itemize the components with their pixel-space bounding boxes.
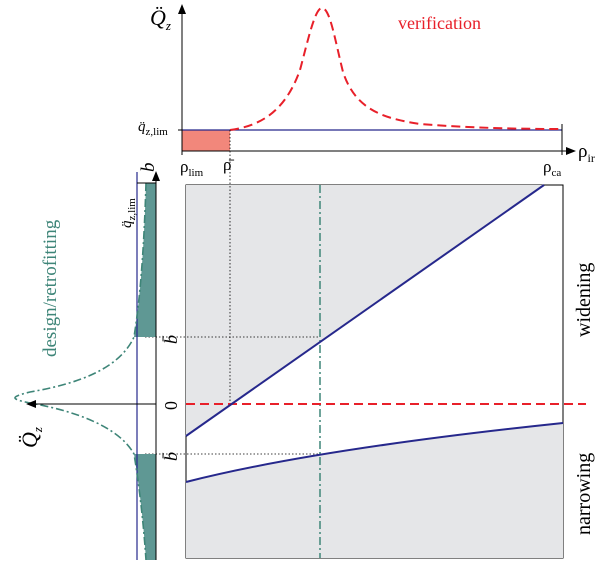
left-threshold-label: q̈z,lim [119, 198, 138, 228]
widening-label: widening [573, 263, 595, 337]
left-y-axis-label: b [138, 163, 159, 173]
left-plot: b q̈z,lim b̄ 0 b̄ Q̈z design/retrofittin… [14, 163, 181, 561]
top-x-axis-label: ρir [578, 141, 595, 165]
widening-boundary-curve [185, 184, 545, 437]
top-x-axis-arrow [566, 147, 576, 155]
left-tick-b-upper: b̄ [161, 335, 181, 344]
top-tick-rho-bar: ρ̄ [223, 155, 234, 174]
top-tick-rho-lim: ρlim [180, 157, 204, 179]
main-plot: widening narrowing [145, 130, 595, 559]
top-y-axis-label: Q̈z [150, 5, 171, 33]
design-retrofitting-curve [14, 182, 147, 561]
top-threshold-label: q̈z,lim [138, 119, 168, 138]
verification-label: verification [398, 13, 481, 33]
left-y-axis-arrow [152, 171, 160, 181]
left-x-axis-label: Q̈z [17, 427, 45, 448]
narrowing-boundary-curve [185, 422, 564, 483]
top-plot: Q̈z q̈z,lim ρlim ρ̄ ρca ρir verification [138, 4, 595, 179]
left-lower-critical-region [134, 454, 156, 560]
top-tick-rho-ca: ρca [543, 157, 561, 179]
design-retrofitting-label: design/retrofitting [40, 219, 61, 357]
verification-curve [229, 6, 563, 131]
top-y-axis-arrow [178, 4, 186, 14]
lower-shaded-region [186, 423, 563, 558]
narrowing-label: narrowing [573, 453, 595, 535]
top-critical-region [182, 130, 230, 151]
left-x-axis-arrow [26, 400, 36, 408]
left-tick-b-lower: b̄ [161, 452, 181, 461]
left-tick-zero: 0 [161, 401, 181, 410]
